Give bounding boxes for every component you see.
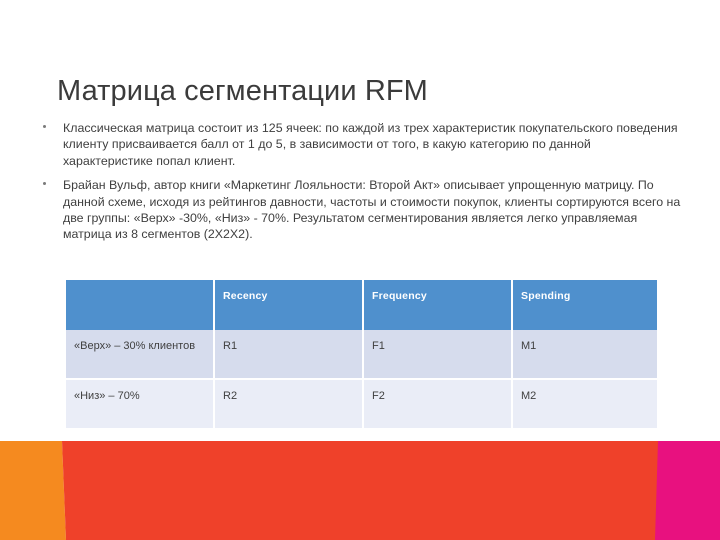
- list-item-text: Классическая матрица состоит из 125 ячее…: [63, 121, 678, 168]
- band-segment-red: [62, 441, 664, 540]
- table-cell-recency: R2: [214, 379, 364, 428]
- body-bullet-list: Классическая матрица состоит из 125 ячее…: [36, 120, 684, 251]
- table-row: «Низ» – 70% R2 F2 M2: [66, 379, 657, 428]
- table-header-recency: Recency: [214, 280, 364, 330]
- table-cell-frequency: F1: [363, 330, 513, 380]
- table-row: «Верх» – 30% клиентов R1 F1 M1: [66, 330, 657, 380]
- list-item: Классическая матрица состоит из 125 ячее…: [36, 120, 684, 169]
- table-header-row: Recency Frequency Spending: [66, 280, 657, 330]
- page-title: Матрица сегментации RFM: [57, 75, 428, 108]
- list-item-text: Брайан Вульф, автор книги «Маркетинг Лоя…: [63, 178, 681, 242]
- table-cell-frequency: F2: [363, 379, 513, 428]
- table-cell-recency: R1: [214, 330, 364, 380]
- list-item: Брайан Вульф, автор книги «Маркетинг Лоя…: [36, 177, 684, 243]
- rfm-segmentation-table: Recency Frequency Spending «Верх» – 30% …: [66, 280, 657, 428]
- table-cell-segment-label: «Верх» – 30% клиентов: [66, 330, 215, 380]
- decorative-footer-band: [0, 441, 720, 540]
- table-header-corner: [66, 280, 215, 330]
- table-cell-spending: M2: [512, 379, 657, 428]
- bullet-dot-icon: [43, 182, 46, 186]
- table-header-spending: Spending: [512, 280, 657, 330]
- table-cell-segment-label: «Низ» – 70%: [66, 379, 215, 428]
- table-cell-spending: M1: [512, 330, 657, 380]
- band-segment-orange: [0, 441, 66, 540]
- bullet-dot-icon: [43, 125, 46, 128]
- table-header-frequency: Frequency: [363, 280, 513, 330]
- band-segment-magenta: [655, 441, 720, 540]
